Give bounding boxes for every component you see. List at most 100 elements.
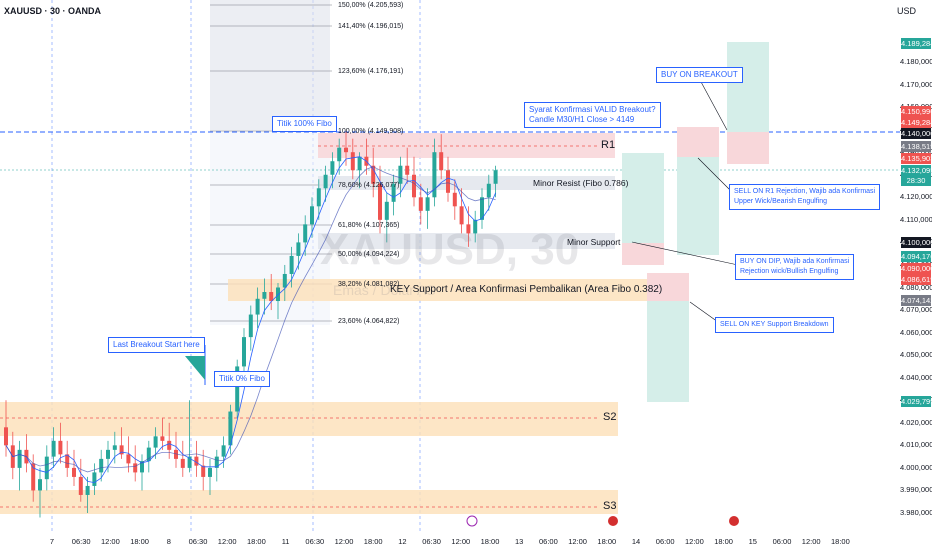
candle-body: [228, 411, 233, 446]
time-axis-tick: 18:00: [597, 537, 617, 546]
time-axis-tick: 12:00: [217, 537, 237, 546]
candle-body: [310, 206, 314, 225]
sell-key-target: [647, 301, 689, 402]
candle-body: [78, 476, 83, 495]
candle-body: [133, 463, 138, 473]
price-axis-label: 4.149,284: [901, 117, 932, 128]
time-axis-tick: 18:00: [480, 537, 500, 546]
candle-body: [255, 298, 260, 315]
price-axis-tick: 4.070,000: [900, 305, 932, 315]
event-icon: [466, 515, 478, 527]
note-titik-100[interactable]: Titik 100% Fibo: [272, 116, 337, 132]
price-axis-tick: 3.980,000: [900, 508, 932, 517]
fibo-label: 50,00% (4.094,224): [338, 251, 400, 258]
price-axis-tick: 4.060,000: [900, 327, 932, 337]
connector-line: [697, 157, 736, 196]
candle-body: [486, 183, 491, 198]
time-axis-tick: 06:30: [422, 537, 441, 546]
candle-body: [194, 456, 199, 466]
s2-label: S2: [603, 411, 617, 423]
candle-body: [31, 463, 36, 491]
candle-body: [303, 224, 308, 243]
candle-body: [38, 479, 42, 491]
sell-r1-target: [677, 157, 719, 255]
s2-zone: [0, 402, 618, 436]
candle-body: [480, 197, 484, 220]
fibo-label: 38,20% (4.081,082): [338, 281, 400, 288]
candle-body: [391, 183, 396, 202]
price-axis-label: 4.090,000: [901, 263, 932, 274]
price-axis-label: 4.074,142: [901, 295, 932, 306]
price-axis-tick: 4.000,000: [900, 462, 932, 472]
note-sell-r1[interactable]: SELL ON R1 Rejection, Wajib ada Konfirma…: [729, 184, 881, 210]
s3-zone: [0, 490, 618, 514]
candle-body: [72, 467, 76, 477]
time-axis-tick: 14: [631, 537, 641, 546]
time-axis-tick: 7: [49, 537, 55, 546]
buy-dip-target: [622, 153, 664, 243]
time-axis-tick: 06:00: [655, 537, 675, 546]
note-buy-breakout[interactable]: BUY ON BREAKOUT: [656, 67, 743, 83]
price-axis-label: 4.150,996: [901, 106, 932, 117]
fibo-label: 78,60% (4.126,077): [338, 182, 400, 189]
breakout-arrow: [185, 356, 205, 380]
candle-body: [418, 197, 423, 211]
time-axis-tick: 12:00: [568, 537, 587, 546]
price-axis-tick: 4.010,000: [900, 440, 932, 450]
note-sell-key[interactable]: SELL ON KEY Support Breakdown: [715, 317, 834, 333]
fibo-label: 23,60% (4.064,822): [338, 318, 400, 325]
candle-body: [330, 161, 335, 175]
fibo-label: 150,00% (4.205,593): [338, 2, 404, 9]
candle-body: [180, 458, 185, 468]
time-axis-tick: 12: [398, 537, 407, 546]
price-axis-label: 4.094,176: [901, 251, 932, 262]
price-axis-label: 4.135,903: [901, 153, 932, 164]
note-last-breakout[interactable]: Last Breakout Start here: [108, 337, 205, 353]
candle-body: [208, 467, 212, 477]
candle-body: [344, 147, 348, 153]
candle-body: [17, 449, 22, 468]
time-axis-tick: 11: [281, 537, 290, 546]
candle-body: [493, 170, 498, 184]
candle-body: [323, 174, 328, 189]
candle-body: [4, 427, 8, 446]
symbol-title: XAUUSD · 30 · OANDA: [4, 6, 102, 16]
candle-body: [466, 224, 471, 234]
price-axis-label: 4.029,799: [901, 396, 932, 407]
sell-key-stop: [647, 273, 689, 301]
candle-body: [425, 197, 430, 211]
time-axis-tick: 8: [166, 537, 171, 546]
candle-body: [371, 165, 376, 184]
note-titik-0[interactable]: Titik 0% Fibo: [214, 371, 270, 387]
candle-body: [262, 292, 267, 299]
minor-support-zone: [318, 233, 615, 249]
price-axis-tick: 4.110,000: [900, 214, 932, 224]
candle-body: [269, 292, 274, 302]
time-axis-tick: 15: [748, 537, 757, 546]
candle-body: [58, 440, 63, 455]
price-axis-tick: 4.050,000: [900, 350, 932, 360]
candle-body: [65, 454, 70, 468]
note-sell-r1-line2: Upper Wick/Bearish Engulfing: [734, 198, 827, 205]
candle-body: [201, 465, 206, 477]
time-axis-tick: 18:00: [831, 537, 850, 546]
note-buy-dip[interactable]: BUY ON DIP, Wajib ada Konfirmasi Rejecti…: [735, 254, 855, 280]
candle-body: [85, 485, 90, 495]
candle-body: [350, 152, 355, 171]
fibo-label: 61,80% (4.107,365): [338, 222, 400, 229]
r1-zone: [318, 133, 615, 158]
time-axis-tick: 06:00: [772, 537, 792, 546]
time-axis-tick: 18:00: [714, 537, 733, 546]
time-axis-tick: 18:00: [247, 537, 266, 546]
key-support-label: KEY Support / Area Konfirmasi Pembalikan…: [390, 284, 663, 295]
candles: [4, 131, 498, 518]
candle-body: [289, 255, 294, 274]
candle-body: [242, 337, 246, 367]
connector-line: [631, 241, 739, 266]
candle-body: [405, 165, 410, 175]
note-syarat[interactable]: Syarat Konfirmasi VALID Breakout? Candle…: [524, 102, 661, 128]
price-axis-label: 4.189,284: [901, 38, 932, 49]
candle-body: [384, 201, 389, 220]
candle-body: [221, 445, 226, 457]
